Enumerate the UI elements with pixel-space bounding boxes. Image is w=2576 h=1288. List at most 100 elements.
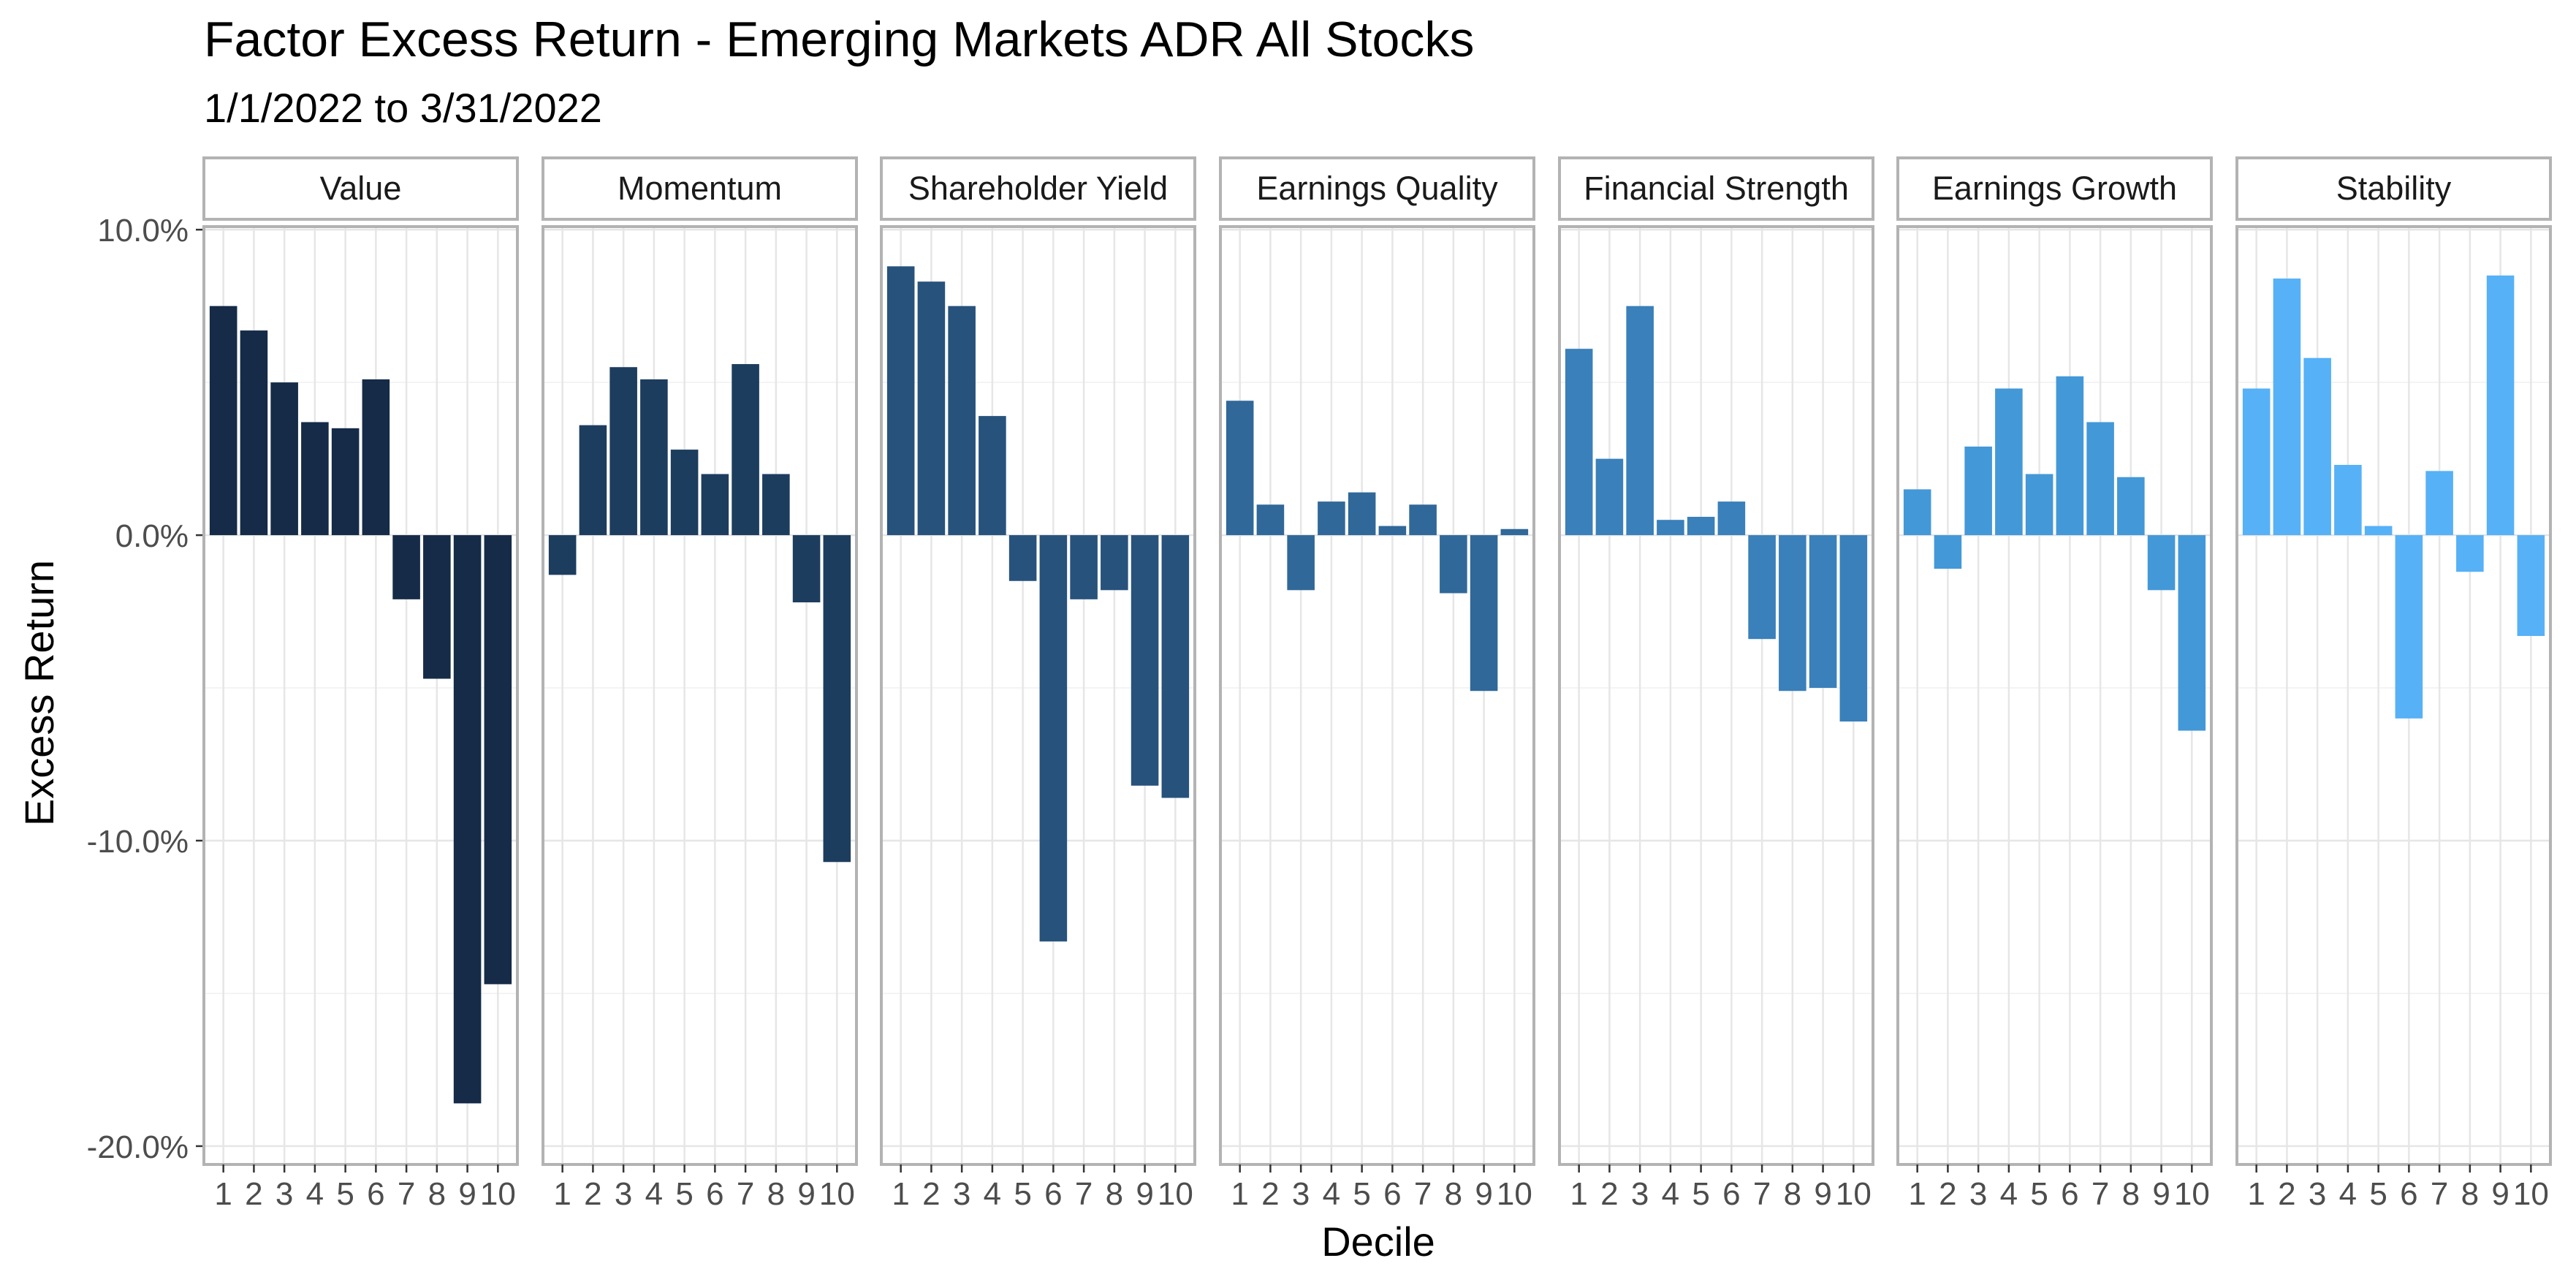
x-tick-label: 7	[2431, 1176, 2448, 1212]
x-tick-label: 2	[1600, 1176, 1618, 1212]
x-tick-label: 2	[245, 1176, 262, 1212]
bar-financial-strength-decile-6	[1717, 501, 1746, 536]
bar-shareholder-yield-decile-4	[979, 416, 1006, 536]
x-tick-label: 10	[2513, 1176, 2549, 1212]
x-tick-label: 4	[1662, 1176, 1679, 1212]
x-tick-label: 3	[953, 1176, 970, 1212]
facet-strip	[1219, 156, 1535, 221]
x-tick-label: 10	[2174, 1176, 2210, 1212]
x-tick-label: 2	[1261, 1176, 1279, 1212]
bar-stability-decile-1	[2242, 388, 2271, 536]
x-tick-label: 7	[1414, 1176, 1432, 1212]
x-tick-label: 4	[2339, 1176, 2357, 1212]
bar-value-decile-3	[270, 382, 298, 536]
bar-stability-decile-4	[2334, 464, 2362, 536]
x-tick-label: 2	[584, 1176, 601, 1212]
bar-stability-decile-2	[2273, 279, 2301, 536]
bar-momentum-decile-9	[792, 535, 821, 603]
bar-earnings-quality-decile-5	[1348, 492, 1376, 536]
x-tick-label: 5	[675, 1176, 693, 1212]
bar-momentum-decile-6	[701, 474, 729, 536]
bar-shareholder-yield-decile-8	[1101, 535, 1128, 591]
bar-earnings-growth-decile-6	[2056, 376, 2084, 536]
x-tick-label: 3	[615, 1176, 632, 1212]
bar-earnings-quality-decile-4	[1318, 501, 1345, 536]
x-tick-label: 8	[2122, 1176, 2140, 1212]
x-tick-label: 9	[458, 1176, 476, 1212]
bar-earnings-growth-decile-5	[2025, 474, 2053, 536]
bar-earnings-growth-decile-9	[2147, 535, 2176, 591]
x-tick-label: 9	[1475, 1176, 1492, 1212]
x-tick-label: 1	[1908, 1176, 1926, 1212]
x-tick-label: 8	[2461, 1176, 2479, 1212]
bar-financial-strength-decile-9	[1809, 535, 1837, 689]
x-tick-label: 1	[1570, 1176, 1587, 1212]
facet-strip	[542, 156, 858, 221]
x-tick-label: 7	[1753, 1176, 1771, 1212]
bar-shareholder-yield-decile-3	[948, 306, 976, 536]
x-tick-label: 9	[2491, 1176, 2509, 1212]
bar-stability-decile-6	[2395, 535, 2423, 719]
facet-strip-label: Financial Strength	[1584, 170, 1849, 207]
facet-panel-shareholder-yield: Shareholder Yield 1 2 3 4 5 6 7 8 9 10	[880, 156, 1196, 1212]
bar-stability-decile-9	[2486, 275, 2515, 536]
bar-financial-strength-decile-1	[1565, 349, 1593, 536]
facet-panel-stability: Stability 1 2 3 4 5 6 7 8 9 10	[2235, 156, 2552, 1212]
bar-financial-strength-decile-7	[1748, 535, 1776, 640]
facet-panel-financial-strength: Financial Strength 1 2 3 4 5 6 7 8 9 10	[1558, 156, 1874, 1212]
bar-momentum-decile-3	[609, 367, 637, 536]
bar-stability-decile-7	[2425, 471, 2453, 536]
panel-border	[1219, 225, 1535, 1166]
chart-title: Factor Excess Return - Emerging Markets …	[204, 12, 1474, 67]
chart-subtitle: 1/1/2022 to 3/31/2022	[204, 85, 602, 131]
x-tick-label: 7	[1075, 1176, 1093, 1212]
x-tick-label: 6	[1044, 1176, 1062, 1212]
x-tick-label: 10	[1497, 1176, 1532, 1212]
bar-value-decile-10	[484, 535, 512, 985]
x-tick-label: 6	[1722, 1176, 1740, 1212]
bar-shareholder-yield-decile-9	[1131, 535, 1159, 786]
x-tick-label: 5	[2030, 1176, 2048, 1212]
bar-momentum-decile-2	[579, 425, 607, 536]
x-tick-label: 3	[1631, 1176, 1649, 1212]
bar-stability-decile-5	[2364, 526, 2393, 536]
panel-border	[1558, 225, 1874, 1166]
x-tick-label: 10	[819, 1176, 855, 1212]
bar-earnings-growth-decile-7	[2086, 422, 2114, 536]
bar-value-decile-9	[453, 535, 482, 1104]
y-tick-label: 10.0%	[97, 213, 189, 249]
x-tick-label: 2	[1939, 1176, 1956, 1212]
x-tick-label: 2	[2278, 1176, 2295, 1212]
y-tick-label: -20.0%	[87, 1129, 189, 1165]
x-tick-label: 5	[1692, 1176, 1709, 1212]
x-tick-label: 10	[480, 1176, 516, 1212]
facet-strip-label: Earnings Quality	[1256, 170, 1498, 207]
bar-financial-strength-decile-4	[1657, 520, 1684, 536]
panel-border	[2235, 225, 2552, 1166]
bar-earnings-growth-decile-2	[1934, 535, 1962, 569]
x-tick-label: 6	[2061, 1176, 2078, 1212]
panel-border	[880, 225, 1196, 1166]
x-tick-label: 7	[737, 1176, 754, 1212]
bar-value-decile-5	[331, 428, 360, 536]
x-tick-label: 1	[1231, 1176, 1248, 1212]
bar-shareholder-yield-decile-5	[1008, 535, 1037, 581]
facet-panel-earnings-quality: Earnings Quality 1 2 3 4 5 6 7 8 9 10	[1219, 156, 1535, 1212]
bar-earnings-quality-decile-6	[1378, 526, 1407, 536]
x-tick-label: 5	[336, 1176, 354, 1212]
bar-stability-decile-8	[2456, 535, 2484, 572]
bar-earnings-growth-decile-1	[1903, 489, 1931, 536]
x-tick-label: 3	[1292, 1176, 1310, 1212]
x-tick-label: 4	[645, 1176, 663, 1212]
facet-strip	[880, 156, 1196, 221]
bar-earnings-quality-decile-7	[1409, 504, 1437, 536]
bar-value-decile-2	[240, 330, 268, 536]
x-tick-label: 1	[214, 1176, 232, 1212]
facet-strip-label: Stability	[2336, 170, 2452, 207]
x-tick-label: 8	[1784, 1176, 1801, 1212]
x-tick-label: 9	[797, 1176, 815, 1212]
x-tick-label: 3	[1969, 1176, 1987, 1212]
y-axis: 10.0% 0.0% -10.0% -20.0%	[87, 213, 204, 1165]
